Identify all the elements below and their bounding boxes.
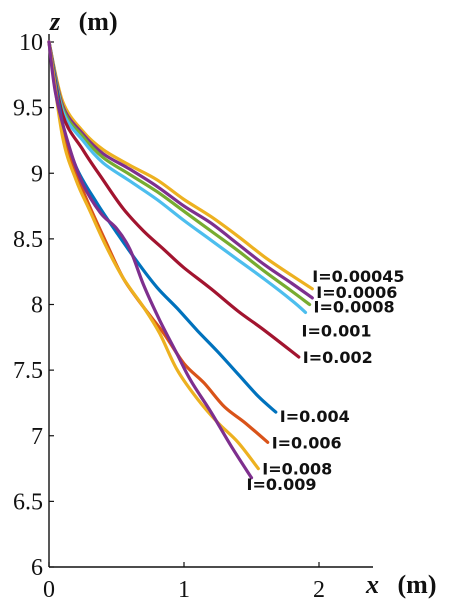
series-label: I=0.006 <box>272 433 342 452</box>
series-label: I=0.009 <box>247 475 317 494</box>
tick-labels: 6 6.5 7 7.5 8 8.5 9 9.5 10 0 1 2 <box>13 30 325 603</box>
x-tick-label: 2 <box>313 577 325 603</box>
y-axis-var: z <box>49 7 61 36</box>
series-label: I=0.001 <box>302 321 372 340</box>
y-tick-label: 7 <box>31 424 43 450</box>
series-line-i-0-002 <box>47 40 301 359</box>
x-axis-title: x (m) <box>365 570 436 599</box>
series-line-i-0-004 <box>47 40 278 414</box>
y-tick-label: 6 <box>31 555 43 581</box>
series-line-i-0-008 <box>47 40 260 471</box>
series-label: I=0.004 <box>280 407 350 426</box>
y-tick-label: 8 <box>31 293 43 319</box>
y-tick-label: 10 <box>19 30 43 56</box>
series-line-i-0-0008 <box>47 40 312 307</box>
series-line-i-0-0006 <box>47 40 314 300</box>
series-label: I=0.0008 <box>314 298 395 317</box>
series-line-i-0-009 <box>47 40 254 480</box>
y-axis-title: z (m) <box>49 7 118 36</box>
series-label: I=0.008 <box>262 460 332 479</box>
y-tick-label: 6.5 <box>13 489 43 515</box>
series-label: I=0.002 <box>303 348 373 367</box>
series-label: I=0.0006 <box>316 283 397 302</box>
x-axis-var: x <box>365 570 379 599</box>
y-tick-label: 8.5 <box>13 227 43 253</box>
y-tick-label: 9.5 <box>13 96 43 122</box>
series-line-i-0-00045 <box>47 40 314 291</box>
series-label: I=0.00045 <box>312 267 404 286</box>
series-lines <box>47 40 314 480</box>
y-axis-unit: (m) <box>79 7 118 36</box>
x-axis-unit: (m) <box>398 570 437 599</box>
y-tick-label: 7.5 <box>13 358 43 384</box>
x-tick-label: 1 <box>178 577 190 603</box>
x-tick-label: 0 <box>43 577 55 603</box>
y-tick-label: 9 <box>31 161 43 187</box>
series-line-i-0-001 <box>47 40 308 314</box>
